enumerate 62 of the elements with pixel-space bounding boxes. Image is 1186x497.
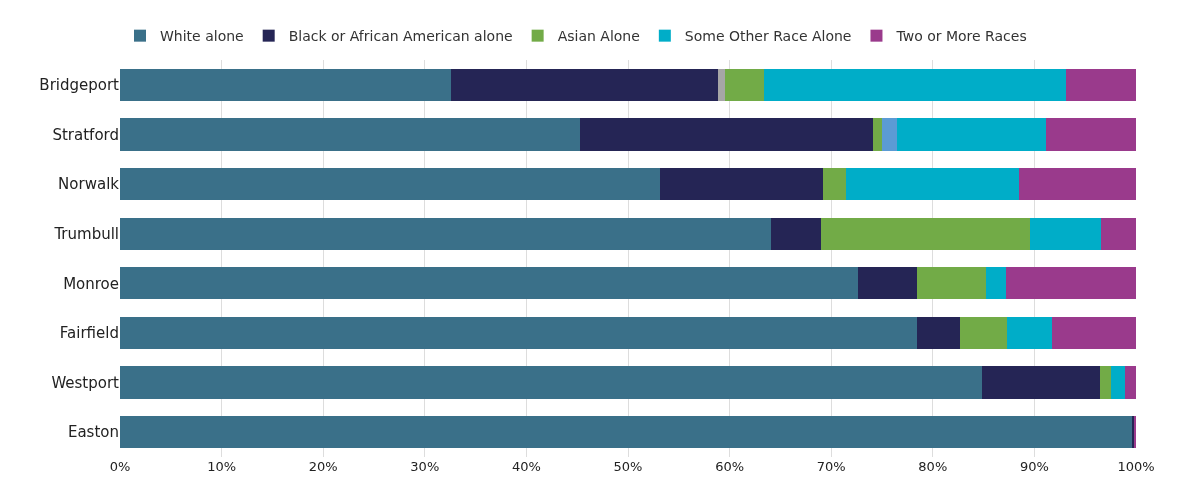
bar (1045, 118, 1136, 151)
x-tick-label: 80% (918, 459, 948, 474)
legend-label: White alone (160, 28, 244, 45)
bar (120, 316, 917, 350)
x-tick-label: 100% (1117, 459, 1155, 474)
bar (1110, 366, 1125, 399)
legend-label: Asian Alone (557, 28, 640, 45)
bar (916, 267, 986, 300)
y-tick-label: Fairfield (59, 324, 119, 343)
bar (120, 416, 1132, 449)
x-tick-label: 50% (613, 459, 643, 474)
bar (821, 217, 1031, 250)
bar (1101, 217, 1136, 250)
bar (120, 366, 982, 399)
bar (120, 267, 858, 300)
x-tick-label: 10% (207, 459, 237, 474)
y-tick-label: Westport (51, 373, 120, 392)
x-tick-label: 20% (308, 459, 338, 474)
x-tick-label: 90% (1019, 459, 1049, 474)
legend-label: Two or More Races (895, 28, 1027, 45)
y-tick-label: Stratford (52, 125, 119, 144)
legend-label: Black or African American alone (288, 28, 513, 45)
bar (981, 366, 1101, 399)
bar (764, 68, 1066, 101)
bar (120, 167, 660, 201)
x-tick-label: 60% (715, 459, 745, 474)
bar (872, 118, 882, 151)
x-tick-label: 30% (410, 459, 440, 474)
x-tick-label: 70% (816, 459, 846, 474)
bar (1100, 366, 1111, 399)
bar (897, 118, 1046, 151)
legend-label: Some Other Race Alone (684, 28, 852, 45)
bar (659, 167, 824, 201)
bar (1030, 217, 1102, 250)
bar (1051, 316, 1136, 350)
y-tick-label: Trumbull (53, 224, 119, 243)
bar (846, 167, 1020, 201)
bar (120, 217, 772, 250)
bar (960, 316, 1007, 350)
x-tick-label: 40% (511, 459, 541, 474)
bar (1006, 316, 1052, 350)
bar (1005, 267, 1136, 300)
y-tick-label: Norwalk (58, 175, 120, 194)
bar (1019, 167, 1136, 201)
bar (985, 267, 1006, 300)
y-tick-label: Easton (67, 423, 119, 442)
bar (857, 267, 917, 300)
bar (916, 316, 961, 350)
bar (1065, 68, 1136, 101)
y-tick-label: Bridgeport (39, 76, 120, 95)
bar (724, 68, 765, 101)
y-tick-label: Monroe (63, 274, 119, 293)
bar (451, 68, 719, 101)
bar (771, 217, 822, 250)
bar (1124, 366, 1136, 399)
bar (120, 68, 452, 101)
bar (580, 118, 873, 151)
bar (882, 118, 898, 151)
bar (120, 118, 581, 151)
bar (823, 167, 847, 201)
x-tick-label: 0% (109, 459, 131, 474)
bar (718, 68, 725, 101)
